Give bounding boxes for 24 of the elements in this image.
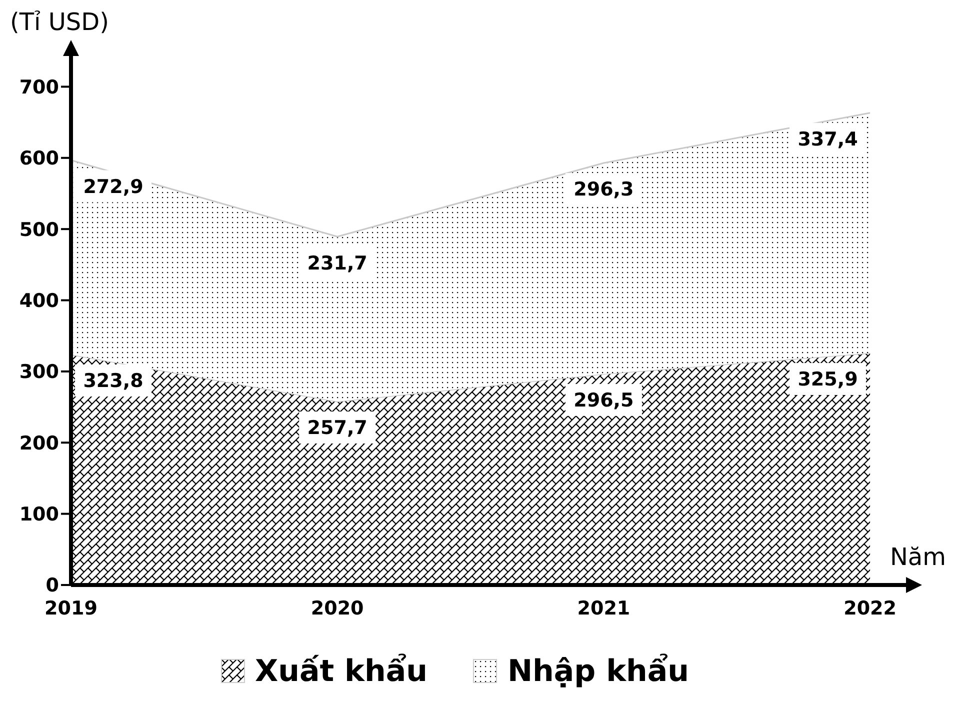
y-axis-title: (Tỉ USD) bbox=[10, 8, 109, 36]
y-tick-label: 400 bbox=[19, 290, 59, 312]
data-label: 296,3 bbox=[574, 178, 634, 201]
data-label: 296,5 bbox=[574, 390, 634, 412]
y-tick-label: 0 bbox=[46, 574, 59, 597]
legend-label: Xuất khẩu bbox=[255, 654, 428, 688]
legend-label: Nhập khẩu bbox=[507, 654, 689, 688]
data-label: 272,9 bbox=[83, 176, 144, 198]
x-axis-title: Năm bbox=[890, 543, 946, 571]
y-tick-label: 100 bbox=[19, 504, 59, 526]
y-tick-label: 200 bbox=[19, 432, 59, 454]
data-label: 257,7 bbox=[307, 417, 368, 440]
data-label: 325,9 bbox=[798, 368, 858, 391]
x-tick-label: 2021 bbox=[577, 597, 630, 620]
y-tick-label: 500 bbox=[19, 218, 59, 241]
y-tick-label: 700 bbox=[19, 76, 59, 98]
data-label: 337,4 bbox=[798, 128, 858, 150]
y-tick-label: 300 bbox=[19, 361, 59, 384]
x-tick-label: 2022 bbox=[844, 597, 896, 620]
data-label: 231,7 bbox=[307, 252, 368, 274]
data-label: 323,8 bbox=[83, 370, 144, 392]
x-tick-label: 2020 bbox=[310, 597, 364, 620]
x-tick-label: 2019 bbox=[44, 597, 98, 620]
y-tick-label: 600 bbox=[19, 148, 59, 170]
